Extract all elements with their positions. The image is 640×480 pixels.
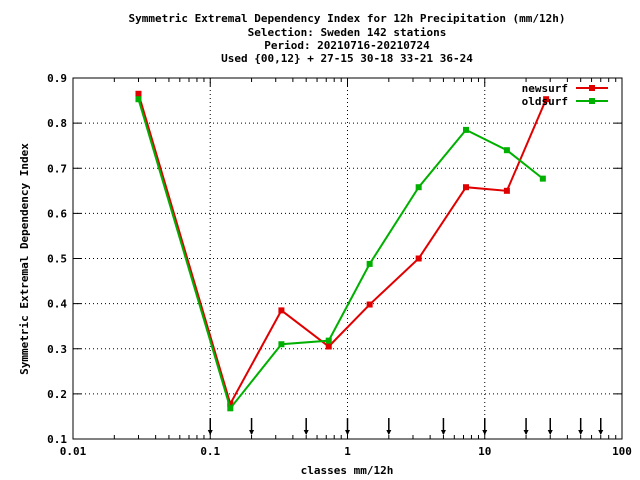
x-tick-label: 0.01: [60, 445, 87, 458]
title-line-2: Selection: Sweden 142 stations: [248, 26, 447, 39]
y-axis-label: Symmetric Extremal Dependency Index: [18, 143, 31, 375]
data-point-newsurf: [543, 96, 550, 103]
data-point-newsurf: [462, 184, 469, 191]
y-axis: 0.1 0.2 0.3 0.4 0.5 0.6 0.7 0.8 0.9: [47, 72, 622, 446]
class-marker-head: [598, 430, 604, 435]
series-line-oldsurf: [137, 98, 544, 411]
title-line-3: Period: 20210716-20210724: [264, 39, 430, 52]
y-tick-label: 0.2: [47, 388, 67, 401]
data-point-oldsurf: [415, 184, 422, 191]
y-tick-label: 0.6: [47, 207, 67, 220]
data-point-newsurf: [503, 187, 510, 194]
legend-label-newsurf: newsurf: [522, 82, 568, 95]
class-marker-head: [578, 430, 584, 435]
title-line-4: Used {00,12} + 27-15 30-18 33-21 36-24: [221, 52, 473, 65]
y-tick-label: 0.9: [47, 72, 67, 85]
data-point-newsurf: [278, 307, 285, 314]
grid: [72, 77, 623, 440]
data-point-newsurf: [415, 255, 422, 262]
y-tick-label: 0.7: [47, 162, 67, 175]
data-point-oldsurf: [325, 337, 332, 344]
title-line-1: Symmetric Extremal Dependency Index for …: [128, 12, 565, 25]
x-axis: 0.01 0.1 1 10 100: [60, 78, 632, 458]
data-point-newsurf: [325, 343, 332, 350]
y-tick-label: 0.8: [47, 117, 67, 130]
x-tick-label: 10: [478, 445, 491, 458]
data-point-oldsurf: [227, 405, 234, 412]
data-point-newsurf: [135, 90, 142, 97]
y-tick-label: 0.3: [47, 343, 67, 356]
x-tick-label: 1: [344, 445, 351, 458]
class-marker-head: [303, 430, 309, 435]
data-point-newsurf: [227, 400, 234, 407]
data-point-oldsurf: [503, 147, 510, 154]
x-tick-label: 0.1: [200, 445, 220, 458]
class-marker-head: [523, 430, 529, 435]
legend-marker-oldsurf: [589, 98, 595, 104]
data-point-oldsurf: [135, 96, 142, 103]
data-point-oldsurf: [278, 341, 285, 348]
class-marker-head: [440, 430, 446, 435]
data-point-newsurf: [366, 301, 373, 308]
y-tick-label: 0.5: [47, 253, 67, 266]
class-marker-head: [386, 430, 392, 435]
legend-label-oldsurf: oldsurf: [522, 95, 568, 108]
legend-marker-newsurf: [589, 85, 595, 91]
chart-title: Symmetric Extremal Dependency Index for …: [128, 12, 565, 65]
class-marker-head: [249, 430, 255, 435]
y-tick-label: 0.4: [47, 298, 67, 311]
x-tick-label: 100: [612, 445, 632, 458]
data-point-oldsurf: [462, 126, 469, 133]
series-group: [135, 90, 550, 412]
class-marker-head: [547, 430, 553, 435]
data-point-oldsurf: [366, 260, 373, 267]
class-markers: [207, 418, 604, 435]
data-point-oldsurf: [539, 175, 546, 182]
y-tick-label: 0.1: [47, 433, 67, 446]
x-axis-label: classes mm/12h: [301, 464, 394, 477]
